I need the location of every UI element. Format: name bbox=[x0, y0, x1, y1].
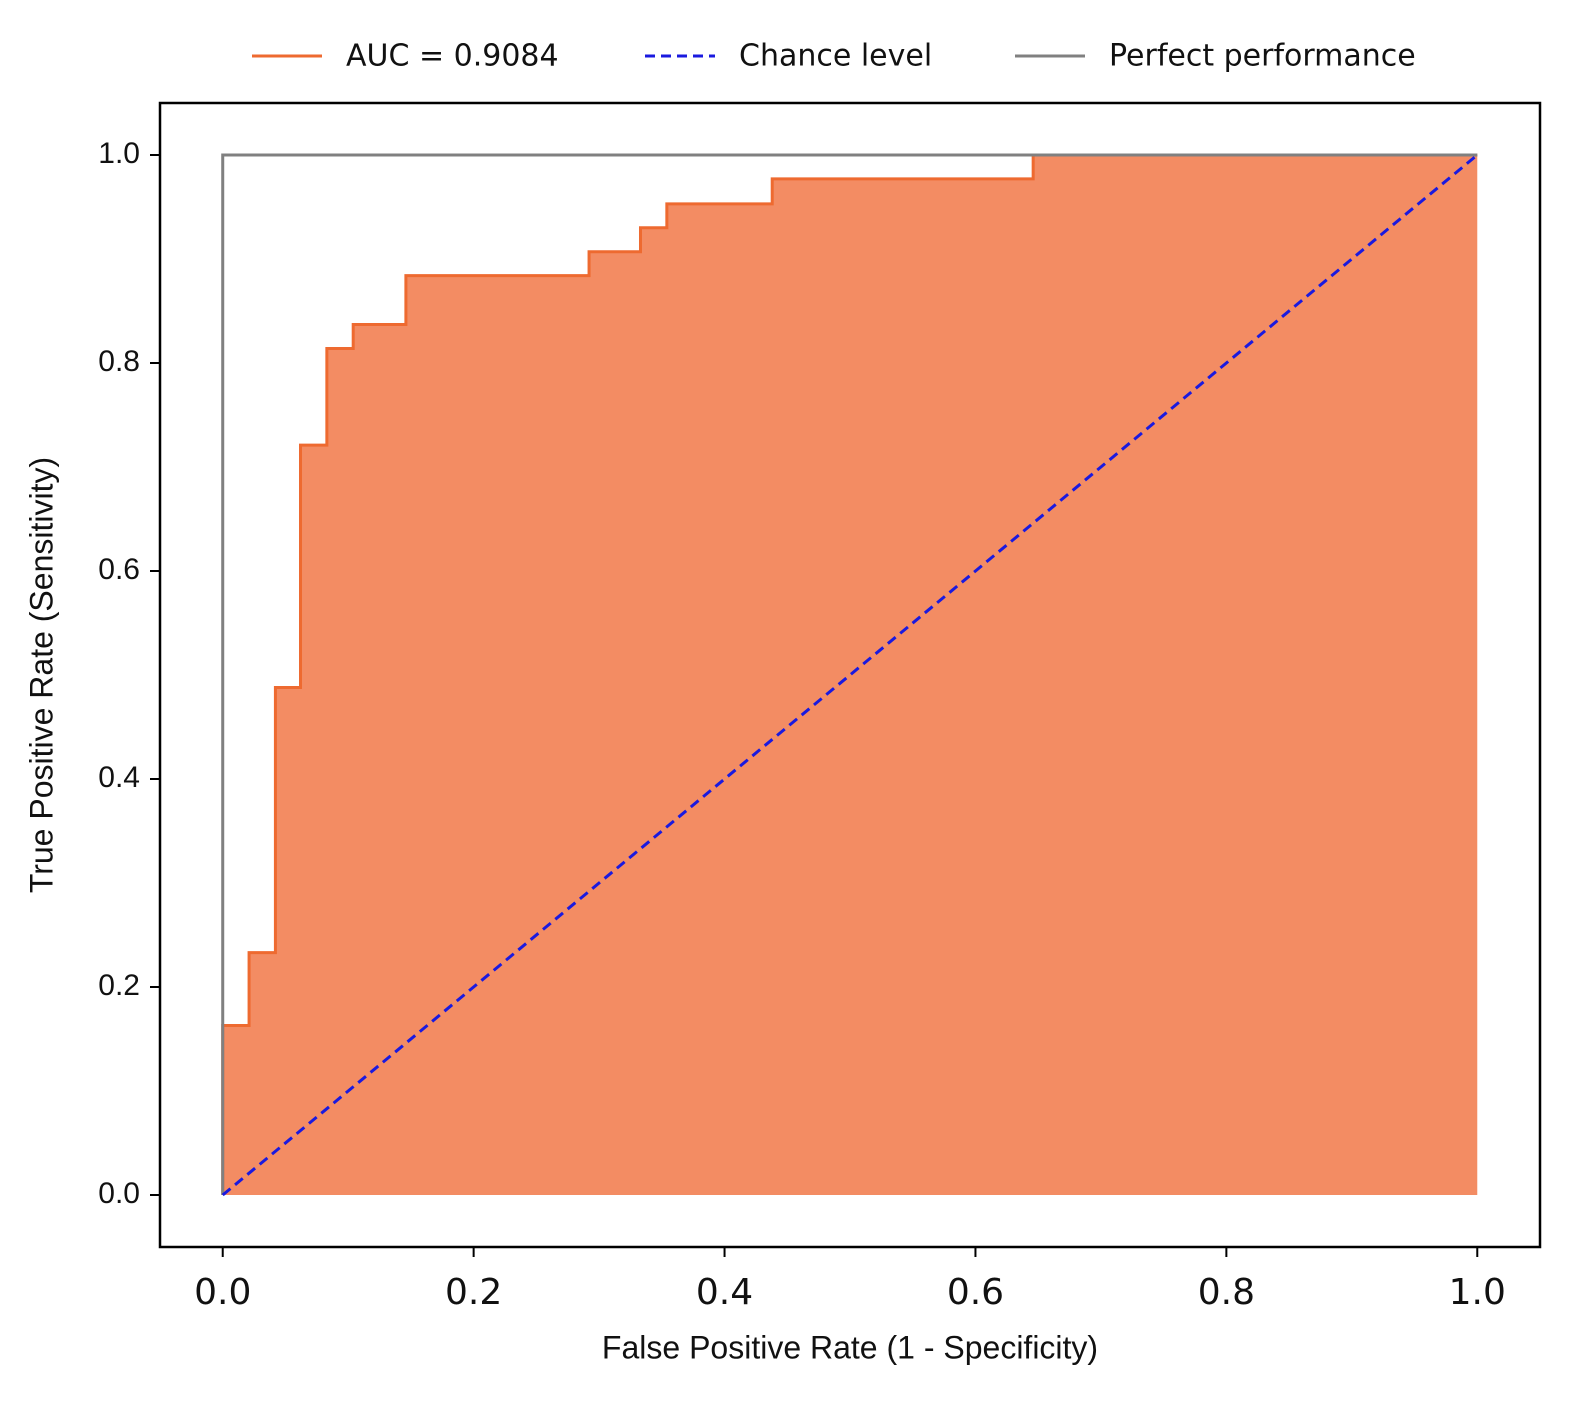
y-tick-label: 0.0 bbox=[98, 1177, 140, 1210]
legend-label: AUC = 0.9084 bbox=[346, 39, 559, 74]
line bbox=[221, 153, 1478, 1195]
legend-label: Perfect performance bbox=[1109, 39, 1416, 74]
plot-frame bbox=[158, 101, 1542, 1249]
y-axis-label: True Positive Rate (Sensitivity) bbox=[23, 457, 59, 893]
x-tick-label: 0.6 bbox=[947, 1272, 1004, 1313]
x-tick-label: 0.0 bbox=[194, 1272, 251, 1313]
y-tick-label: 0.6 bbox=[98, 553, 140, 586]
x-tick-label: 0.2 bbox=[445, 1272, 502, 1313]
y-tick-label: 0.8 bbox=[98, 345, 140, 378]
legend-label: Chance level bbox=[739, 39, 932, 74]
x-tick-label: 0.8 bbox=[1198, 1272, 1255, 1313]
x-tick-label: 0.4 bbox=[696, 1272, 753, 1313]
x-tick-label: 1.0 bbox=[1449, 1272, 1506, 1313]
y-tick-label: 1.0 bbox=[98, 137, 140, 170]
y-tick-label: 0.2 bbox=[98, 969, 140, 1002]
line bbox=[221, 153, 1478, 1195]
x-axis-label: False Positive Rate (1 - Specificity) bbox=[602, 1329, 1098, 1365]
y-tick-label: 0.4 bbox=[98, 761, 140, 794]
